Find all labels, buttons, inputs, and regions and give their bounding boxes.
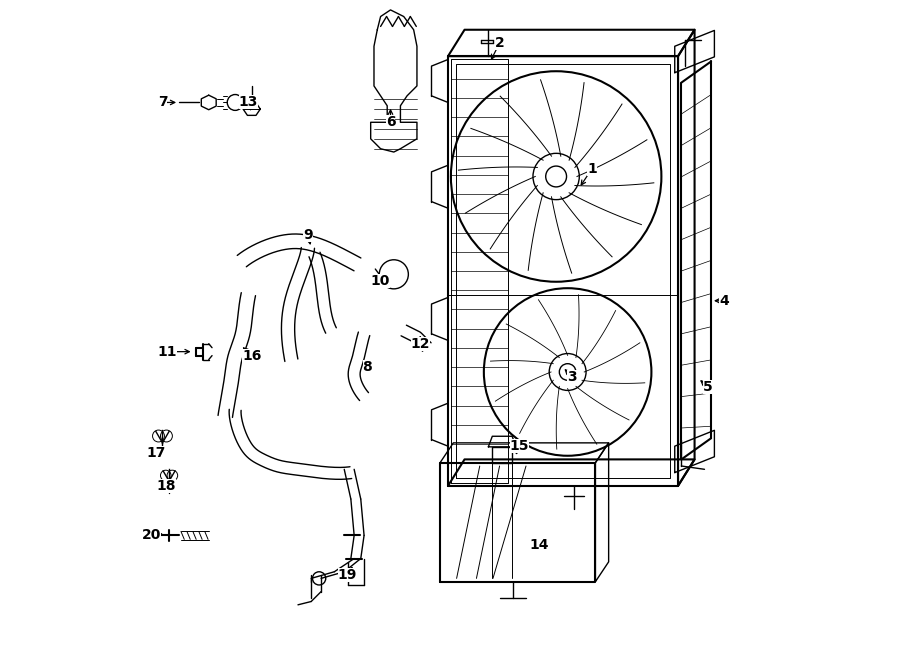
Text: 10: 10	[371, 274, 391, 288]
Text: 9: 9	[303, 227, 312, 242]
Text: 8: 8	[363, 360, 373, 374]
Text: 13: 13	[238, 95, 258, 110]
Text: 18: 18	[156, 479, 176, 493]
Text: 15: 15	[509, 439, 529, 453]
Text: 3: 3	[568, 369, 577, 384]
Text: 16: 16	[242, 348, 261, 363]
Text: 6: 6	[386, 115, 395, 130]
Text: 1: 1	[587, 161, 597, 176]
Text: 20: 20	[141, 528, 161, 543]
Text: 4: 4	[719, 293, 729, 308]
Text: 5: 5	[703, 379, 713, 394]
Text: 11: 11	[158, 344, 176, 359]
Text: 19: 19	[338, 568, 357, 582]
Text: 17: 17	[146, 446, 166, 460]
Text: 12: 12	[410, 336, 430, 351]
Text: 2: 2	[495, 36, 504, 50]
Text: 7: 7	[158, 95, 167, 110]
Text: 14: 14	[529, 538, 549, 553]
